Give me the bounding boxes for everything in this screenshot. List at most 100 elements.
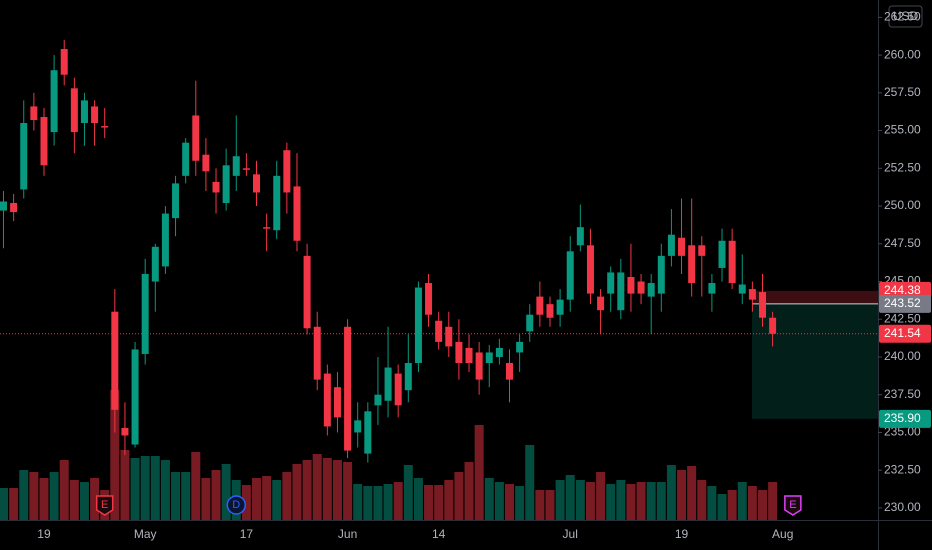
volume-bar [535, 490, 545, 520]
volume-bar [525, 445, 535, 520]
volume-bar [646, 482, 656, 520]
candle-body [738, 284, 746, 294]
volume-bar [555, 480, 565, 520]
event-marker [784, 495, 802, 516]
candle-body [10, 203, 18, 213]
volume-bar [171, 472, 181, 520]
candle-body [111, 311, 119, 410]
event-label: E [789, 499, 796, 511]
volume-bar [120, 450, 130, 520]
volume-bar [160, 460, 170, 520]
volume-bar [434, 485, 444, 520]
volume-bar [262, 476, 272, 520]
volume-bar [69, 480, 79, 520]
volume-bar [353, 484, 363, 520]
x-tick-label: Aug [772, 527, 793, 541]
candle-body [101, 126, 109, 128]
volume-bar [19, 470, 29, 520]
y-tick-label: 260.00 [884, 47, 921, 61]
volume-bar [515, 486, 525, 520]
candle-body [718, 240, 726, 268]
volume-bar [29, 472, 39, 520]
event-label: E [101, 499, 108, 511]
candle-body [222, 165, 230, 204]
event-marker [95, 495, 114, 516]
volume-bar [302, 460, 312, 520]
candle-body [121, 427, 129, 436]
candle-body [151, 246, 159, 282]
volume-bar [505, 484, 514, 520]
candle-body [566, 251, 574, 300]
candle-body [637, 281, 645, 294]
candle-body [192, 115, 200, 161]
volume-bar [747, 486, 757, 520]
currency-box[interactable] [888, 5, 923, 28]
candle-body [344, 326, 352, 451]
candle-body [657, 255, 665, 294]
volume-bar [484, 478, 494, 520]
price-label-box [879, 294, 931, 313]
volume-bar [221, 464, 231, 520]
volume-bar [272, 480, 282, 520]
price-label: 235.90 [884, 411, 921, 425]
volume-bar [707, 486, 717, 520]
volume-bar [737, 482, 747, 520]
x-tick-label: May [134, 527, 157, 541]
volume-bar [626, 484, 636, 520]
candle-body [445, 326, 453, 347]
volume-bar [413, 478, 423, 520]
volume-bar [322, 458, 332, 520]
candle-body [374, 394, 382, 406]
volume-bar [585, 482, 595, 520]
candle-body [394, 373, 402, 406]
candle-body [80, 100, 88, 124]
volume-bar [677, 470, 687, 520]
candle-body [495, 347, 503, 357]
candle-body [364, 411, 372, 454]
candle-body [60, 49, 68, 75]
volume-bar [758, 490, 767, 520]
y-tick-label: 242.50 [884, 311, 921, 325]
y-tick-label: 232.50 [884, 462, 921, 476]
candle-body [597, 296, 605, 311]
volume-bar [444, 480, 454, 520]
candle-body [516, 341, 524, 353]
candle-body [475, 352, 483, 380]
volume-bar [363, 486, 373, 520]
volume-bar [292, 464, 302, 520]
volume-bar [717, 494, 727, 520]
candle-body [202, 154, 210, 172]
x-tick-label: 14 [432, 527, 446, 541]
candle-body [748, 289, 756, 300]
volume-bar [494, 482, 504, 520]
candle-body [172, 183, 180, 219]
candle-body [586, 245, 594, 294]
volume-bar [565, 475, 575, 520]
candle-body [131, 349, 139, 445]
candle-body [313, 326, 321, 380]
candle-body [556, 299, 564, 315]
price-label: 241.54 [884, 326, 921, 340]
candle-body [455, 341, 463, 364]
candle-body [30, 106, 38, 120]
volume-bar [282, 472, 292, 520]
volume-bar [616, 480, 626, 520]
volume-bar [9, 488, 19, 520]
candle-body [485, 352, 493, 364]
candle-body [253, 174, 260, 193]
candle-body [91, 106, 99, 124]
candle-body [576, 227, 584, 246]
volume-bar [656, 482, 666, 520]
candle-body [678, 237, 686, 256]
volume-bar [332, 460, 342, 520]
x-tick-label: 17 [240, 527, 254, 541]
volume-bar [59, 460, 69, 520]
candle-body [242, 168, 250, 170]
candle-body [607, 272, 615, 294]
candle-body [688, 245, 696, 284]
y-tick-label: 252.50 [884, 160, 921, 174]
event-marker [226, 495, 247, 515]
candle-body [627, 276, 635, 294]
volume-bar [181, 472, 191, 520]
